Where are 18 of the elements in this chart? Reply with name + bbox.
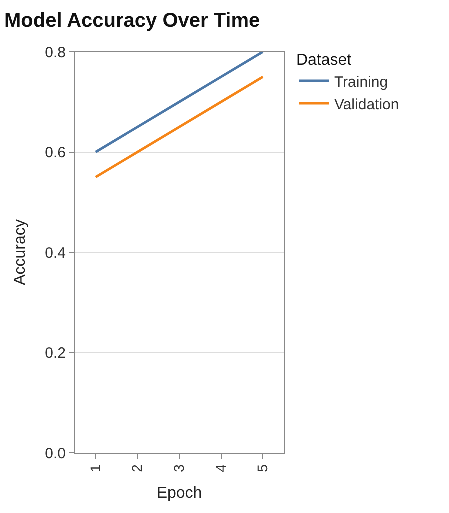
y-tick-label: 0.0 xyxy=(45,445,66,462)
legend-label: Training xyxy=(334,74,388,91)
x-axis-title: Epoch xyxy=(156,485,202,502)
x-tick-label: 5 xyxy=(254,464,271,472)
legend-title: Dataset xyxy=(296,52,352,69)
y-tick-label: 0.4 xyxy=(45,244,66,262)
y-tick-label: 0.8 xyxy=(45,44,66,62)
chart-title: Model Accuracy Over Time xyxy=(4,10,260,32)
line-series xyxy=(94,52,264,154)
x-tick-label: 3 xyxy=(171,464,188,472)
y-axis-title: Accuracy xyxy=(12,220,30,286)
x-tick-label: 2 xyxy=(129,464,146,472)
legend-label: Validation xyxy=(334,96,400,114)
y-tick-label: 0.2 xyxy=(45,345,66,362)
x-tick-label: 1 xyxy=(87,464,104,472)
line-series xyxy=(94,76,264,179)
x-tick-label: 4 xyxy=(212,464,229,472)
y-tick-label: 0.6 xyxy=(45,144,66,162)
